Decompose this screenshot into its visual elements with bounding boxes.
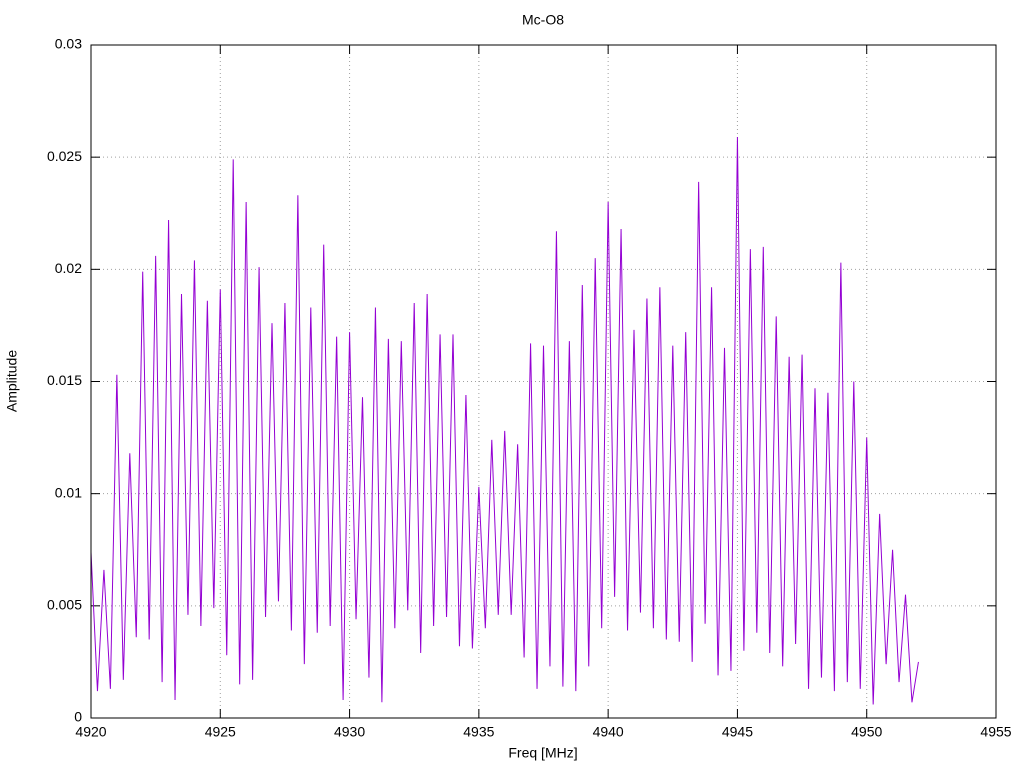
y-tick-label: 0.015 bbox=[47, 372, 82, 388]
x-tick-label: 4935 bbox=[463, 724, 494, 740]
x-tick-label: 4940 bbox=[593, 724, 624, 740]
x-tick-label: 4950 bbox=[851, 724, 882, 740]
y-tick-label: 0.01 bbox=[55, 484, 82, 500]
x-tick-label: 4955 bbox=[980, 724, 1011, 740]
y-axis-label: Amplitude bbox=[4, 350, 20, 412]
x-tick-label: 4925 bbox=[205, 724, 236, 740]
data-line bbox=[90, 136, 919, 705]
y-tick-label: 0 bbox=[74, 709, 82, 725]
x-tick-label: 4920 bbox=[75, 724, 106, 740]
plot-border bbox=[90, 44, 997, 719]
x-tick-label: 4945 bbox=[722, 724, 753, 740]
y-tick-label: 0.025 bbox=[47, 148, 82, 164]
chart-title: Mc-O8 bbox=[522, 12, 564, 28]
y-tick-label: 0.005 bbox=[47, 597, 82, 613]
x-tick-label: 4930 bbox=[334, 724, 365, 740]
x-axis-label: Freq [MHz] bbox=[508, 745, 577, 761]
y-tick-label: 0.03 bbox=[55, 36, 82, 52]
y-tick-label: 0.02 bbox=[55, 260, 82, 276]
